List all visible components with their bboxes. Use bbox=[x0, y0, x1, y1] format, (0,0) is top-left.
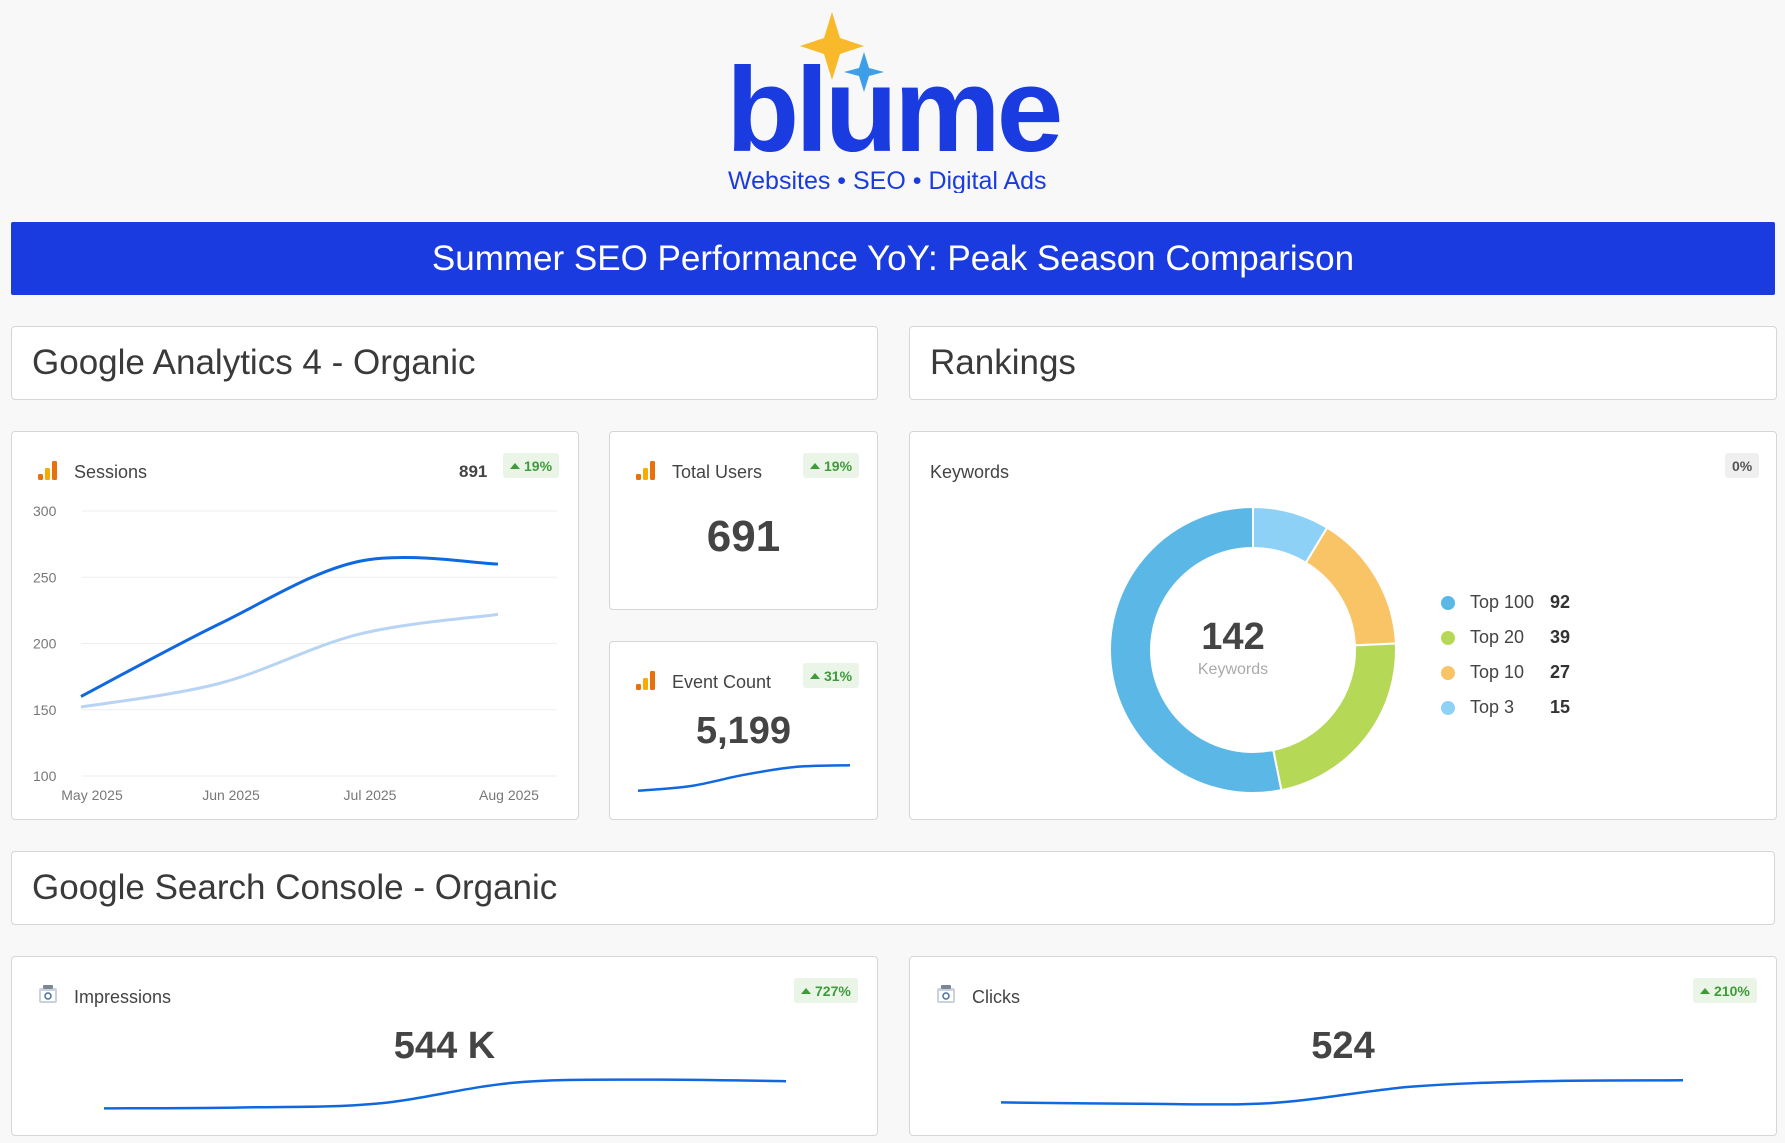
blume-logo-graphic: blume Websites • SEO • Digital Ads bbox=[726, 12, 1064, 193]
sessions-card[interactable]: Sessions 891 19% 300 250 200 150 100 May 2025… bbox=[11, 431, 579, 820]
donut-slice bbox=[1304, 526, 1397, 647]
section-title: Rankings bbox=[930, 343, 1076, 382]
legend-item: Top 10 27 bbox=[1441, 655, 1570, 690]
change-value: 19% bbox=[524, 457, 553, 474]
impressions-value: 544 K bbox=[393, 1025, 496, 1067]
change-value: 210% bbox=[1714, 982, 1750, 999]
up-arrow-icon bbox=[810, 462, 820, 469]
legend-item: Top 20 39 bbox=[1441, 620, 1570, 655]
section-header-ga4: Google Analytics 4 - Organic bbox=[11, 326, 878, 400]
keywords-legend: Top 100 92 Top 20 39 Top 10 27 Top 3 15 bbox=[1441, 585, 1570, 725]
change-badge: 0% bbox=[1725, 453, 1760, 478]
gold-star-icon bbox=[800, 12, 864, 80]
analytics-bars-icon bbox=[636, 671, 655, 690]
brand-tagline: Websites • SEO • Digital Ads bbox=[728, 167, 1047, 193]
change-value: 727% bbox=[815, 982, 851, 999]
y-tick-label: 150 bbox=[33, 702, 57, 718]
change-badge: 210% bbox=[1693, 978, 1757, 1003]
analytics-bars-icon bbox=[38, 461, 57, 480]
keywords-card[interactable]: Keywords 0% 142 Keywords bbox=[909, 431, 1777, 820]
keywords-total-label: Keywords bbox=[1197, 661, 1269, 678]
y-tick-label: 100 bbox=[33, 768, 57, 784]
legend-item: Top 3 15 bbox=[1441, 690, 1570, 725]
sparkline-path bbox=[637, 763, 851, 793]
change-badge: 19% bbox=[503, 453, 560, 478]
legend-value: 15 bbox=[1550, 697, 1571, 717]
donut-slice bbox=[1109, 505, 1283, 794]
x-tick-label: Jun 2025 bbox=[202, 787, 260, 803]
legend-item: Top 100 92 bbox=[1441, 585, 1570, 620]
legend-label: Top 10 bbox=[1470, 662, 1525, 682]
series-line bbox=[80, 612, 499, 709]
legend-label: Top 20 bbox=[1470, 627, 1525, 647]
legend-dot bbox=[1441, 700, 1455, 715]
change-badge: 31% bbox=[803, 663, 860, 688]
section-header-gsc: Google Search Console - Organic bbox=[11, 851, 1775, 925]
change-badge: 19% bbox=[803, 453, 860, 478]
clicks-card[interactable]: Clicks 210% 524 bbox=[909, 956, 1777, 1136]
sessions-value: 891 bbox=[459, 462, 488, 481]
brand-logo: blume Websites • SEO • Digital Ads bbox=[0, 0, 1785, 200]
legend-dot bbox=[1441, 595, 1455, 610]
change-value: 0% bbox=[1732, 457, 1753, 474]
change-value: 19% bbox=[824, 457, 853, 474]
event-count-sparkline bbox=[637, 763, 851, 793]
legend-dot bbox=[1441, 630, 1455, 645]
event-count-value: 5,199 bbox=[695, 710, 792, 752]
legend-value: 27 bbox=[1550, 662, 1571, 682]
report-title-banner: Summer SEO Performance YoY: Peak Season … bbox=[11, 222, 1775, 295]
card-title: Total Users bbox=[672, 462, 763, 482]
legend-value: 39 bbox=[1550, 627, 1571, 647]
card-title: Sessions bbox=[74, 462, 148, 482]
card-title: Clicks bbox=[972, 987, 1020, 1007]
search-console-icon bbox=[937, 985, 955, 1003]
legend-value: 92 bbox=[1550, 592, 1571, 612]
legend-label: Top 3 bbox=[1470, 697, 1515, 717]
search-console-icon bbox=[39, 985, 57, 1003]
section-title: Google Search Console - Organic bbox=[32, 868, 558, 907]
change-value: 31% bbox=[824, 667, 853, 684]
up-arrow-icon bbox=[801, 987, 811, 994]
sparkline-path bbox=[103, 1078, 787, 1110]
up-arrow-icon bbox=[810, 672, 820, 679]
sparkline-path bbox=[1000, 1079, 1684, 1106]
card-title: Impressions bbox=[74, 987, 172, 1007]
impressions-card[interactable]: Impressions 727% 544 K bbox=[11, 956, 878, 1136]
keywords-donut-chart bbox=[1109, 505, 1397, 794]
legend-label: Top 100 bbox=[1470, 592, 1535, 612]
up-arrow-icon bbox=[510, 462, 520, 469]
report-title: Summer SEO Performance YoY: Peak Season … bbox=[431, 238, 1355, 278]
card-title: Keywords bbox=[930, 462, 1010, 482]
section-title: Google Analytics 4 - Organic bbox=[32, 343, 476, 382]
x-tick-label: Aug 2025 bbox=[479, 787, 539, 803]
up-arrow-icon bbox=[1700, 987, 1710, 994]
x-tick-label: May 2025 bbox=[61, 787, 123, 803]
change-badge: 727% bbox=[794, 978, 858, 1003]
event-count-card[interactable]: Event Count 31% 5,199 bbox=[609, 641, 878, 820]
y-tick-label: 300 bbox=[33, 503, 57, 519]
clicks-value: 524 bbox=[1311, 1025, 1375, 1067]
impressions-sparkline bbox=[103, 1078, 787, 1110]
total-users-card[interactable]: Total Users 19% 691 bbox=[609, 431, 878, 610]
section-header-rankings: Rankings bbox=[909, 326, 1777, 400]
analytics-bars-icon bbox=[636, 461, 655, 480]
y-tick-label: 250 bbox=[33, 569, 57, 585]
legend-dot bbox=[1441, 665, 1455, 680]
x-tick-label: Jul 2025 bbox=[344, 787, 397, 803]
blue-star-icon bbox=[844, 52, 884, 92]
series-line bbox=[80, 556, 499, 698]
y-tick-label: 200 bbox=[33, 636, 57, 652]
keywords-total: 142 bbox=[1201, 616, 1265, 658]
clicks-sparkline bbox=[1000, 1079, 1684, 1106]
total-users-value: 691 bbox=[706, 512, 781, 561]
card-title: Event Count bbox=[672, 672, 772, 692]
brand-name: blume bbox=[726, 43, 1060, 177]
